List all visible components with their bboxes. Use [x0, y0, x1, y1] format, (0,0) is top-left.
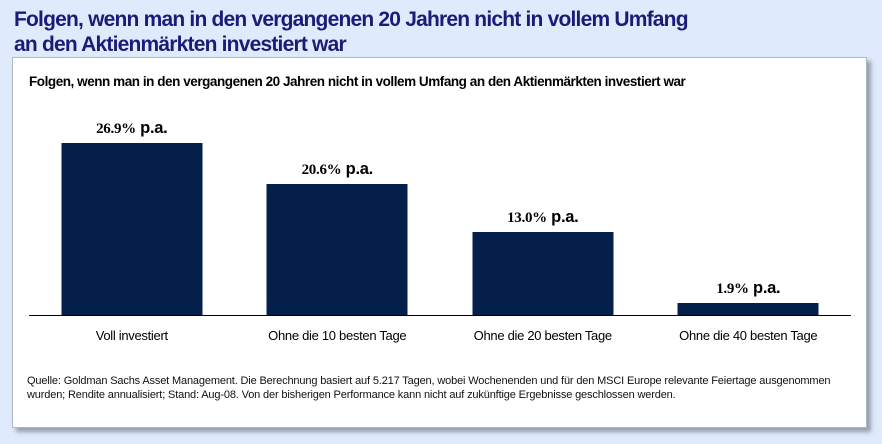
category-label: Ohne die 10 besten Tage: [268, 328, 407, 343]
bar-value-unit: p.a.: [546, 208, 579, 227]
chart-title: Folgen, wenn man in den vergangenen 20 J…: [29, 74, 686, 89]
bar-value-number: 13.0%: [507, 210, 547, 227]
bar-value-unit: p.a.: [341, 159, 374, 178]
bar: [472, 232, 614, 315]
bar-value-label: 26.9% p.a.: [29, 119, 235, 138]
bar-value-number: 26.9%: [96, 121, 136, 138]
page-title: Folgen, wenn man in den vergangenen 20 J…: [14, 7, 864, 57]
page-title-line-2: an den Aktienmärkten investiert war: [14, 33, 347, 56]
bar: [266, 183, 408, 315]
category-axis: Voll investiert Ohne die 10 besten Tage Oh…: [29, 328, 851, 343]
bar-value-label: 13.0% p.a.: [440, 208, 646, 227]
bar-value-unit: p.a.: [748, 278, 781, 297]
bar-column: 26.9% p.a.: [29, 88, 235, 315]
bar: [61, 143, 203, 315]
bar-column: 13.0% p.a.: [440, 88, 646, 315]
bar-chart-plot-area: 26.9% p.a. 20.6% p.a. 13.0% p.a. 1.9% p.a.: [29, 88, 851, 316]
bar-value-number: 20.6%: [301, 161, 342, 178]
bar-value-label: 20.6% p.a.: [235, 160, 441, 179]
bar-column: 1.9% p.a.: [646, 88, 852, 315]
category-label: Voll investiert: [95, 328, 168, 343]
bar-column: 20.6% p.a.: [235, 88, 441, 315]
source-note: Quelle: Goldman Sachs Asset Management. …: [27, 375, 831, 401]
category-label: Ohne die 20 besten Tage: [473, 328, 612, 343]
chart-panel: Folgen, wenn man in den vergangenen 20 J…: [12, 57, 867, 428]
bar: [677, 302, 819, 315]
bar-value-unit: p.a.: [135, 119, 168, 138]
page-title-line-1: Folgen, wenn man in den vergangenen 20 J…: [14, 8, 689, 31]
category-label: Ohne die 40 besten Tage: [679, 328, 818, 343]
bar-value-label: 1.9% p.a.: [646, 279, 852, 298]
bar-value-number: 1.9%: [716, 280, 749, 297]
